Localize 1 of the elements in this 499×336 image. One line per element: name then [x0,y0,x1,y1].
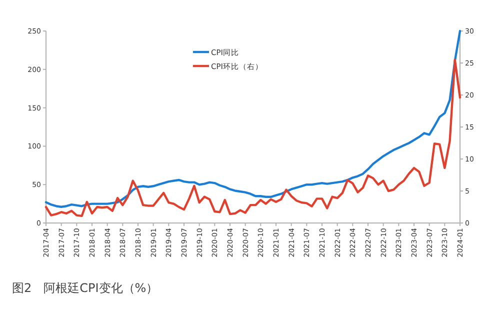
text: 图2 阿根廷CPI变化（%） [12,281,158,295]
